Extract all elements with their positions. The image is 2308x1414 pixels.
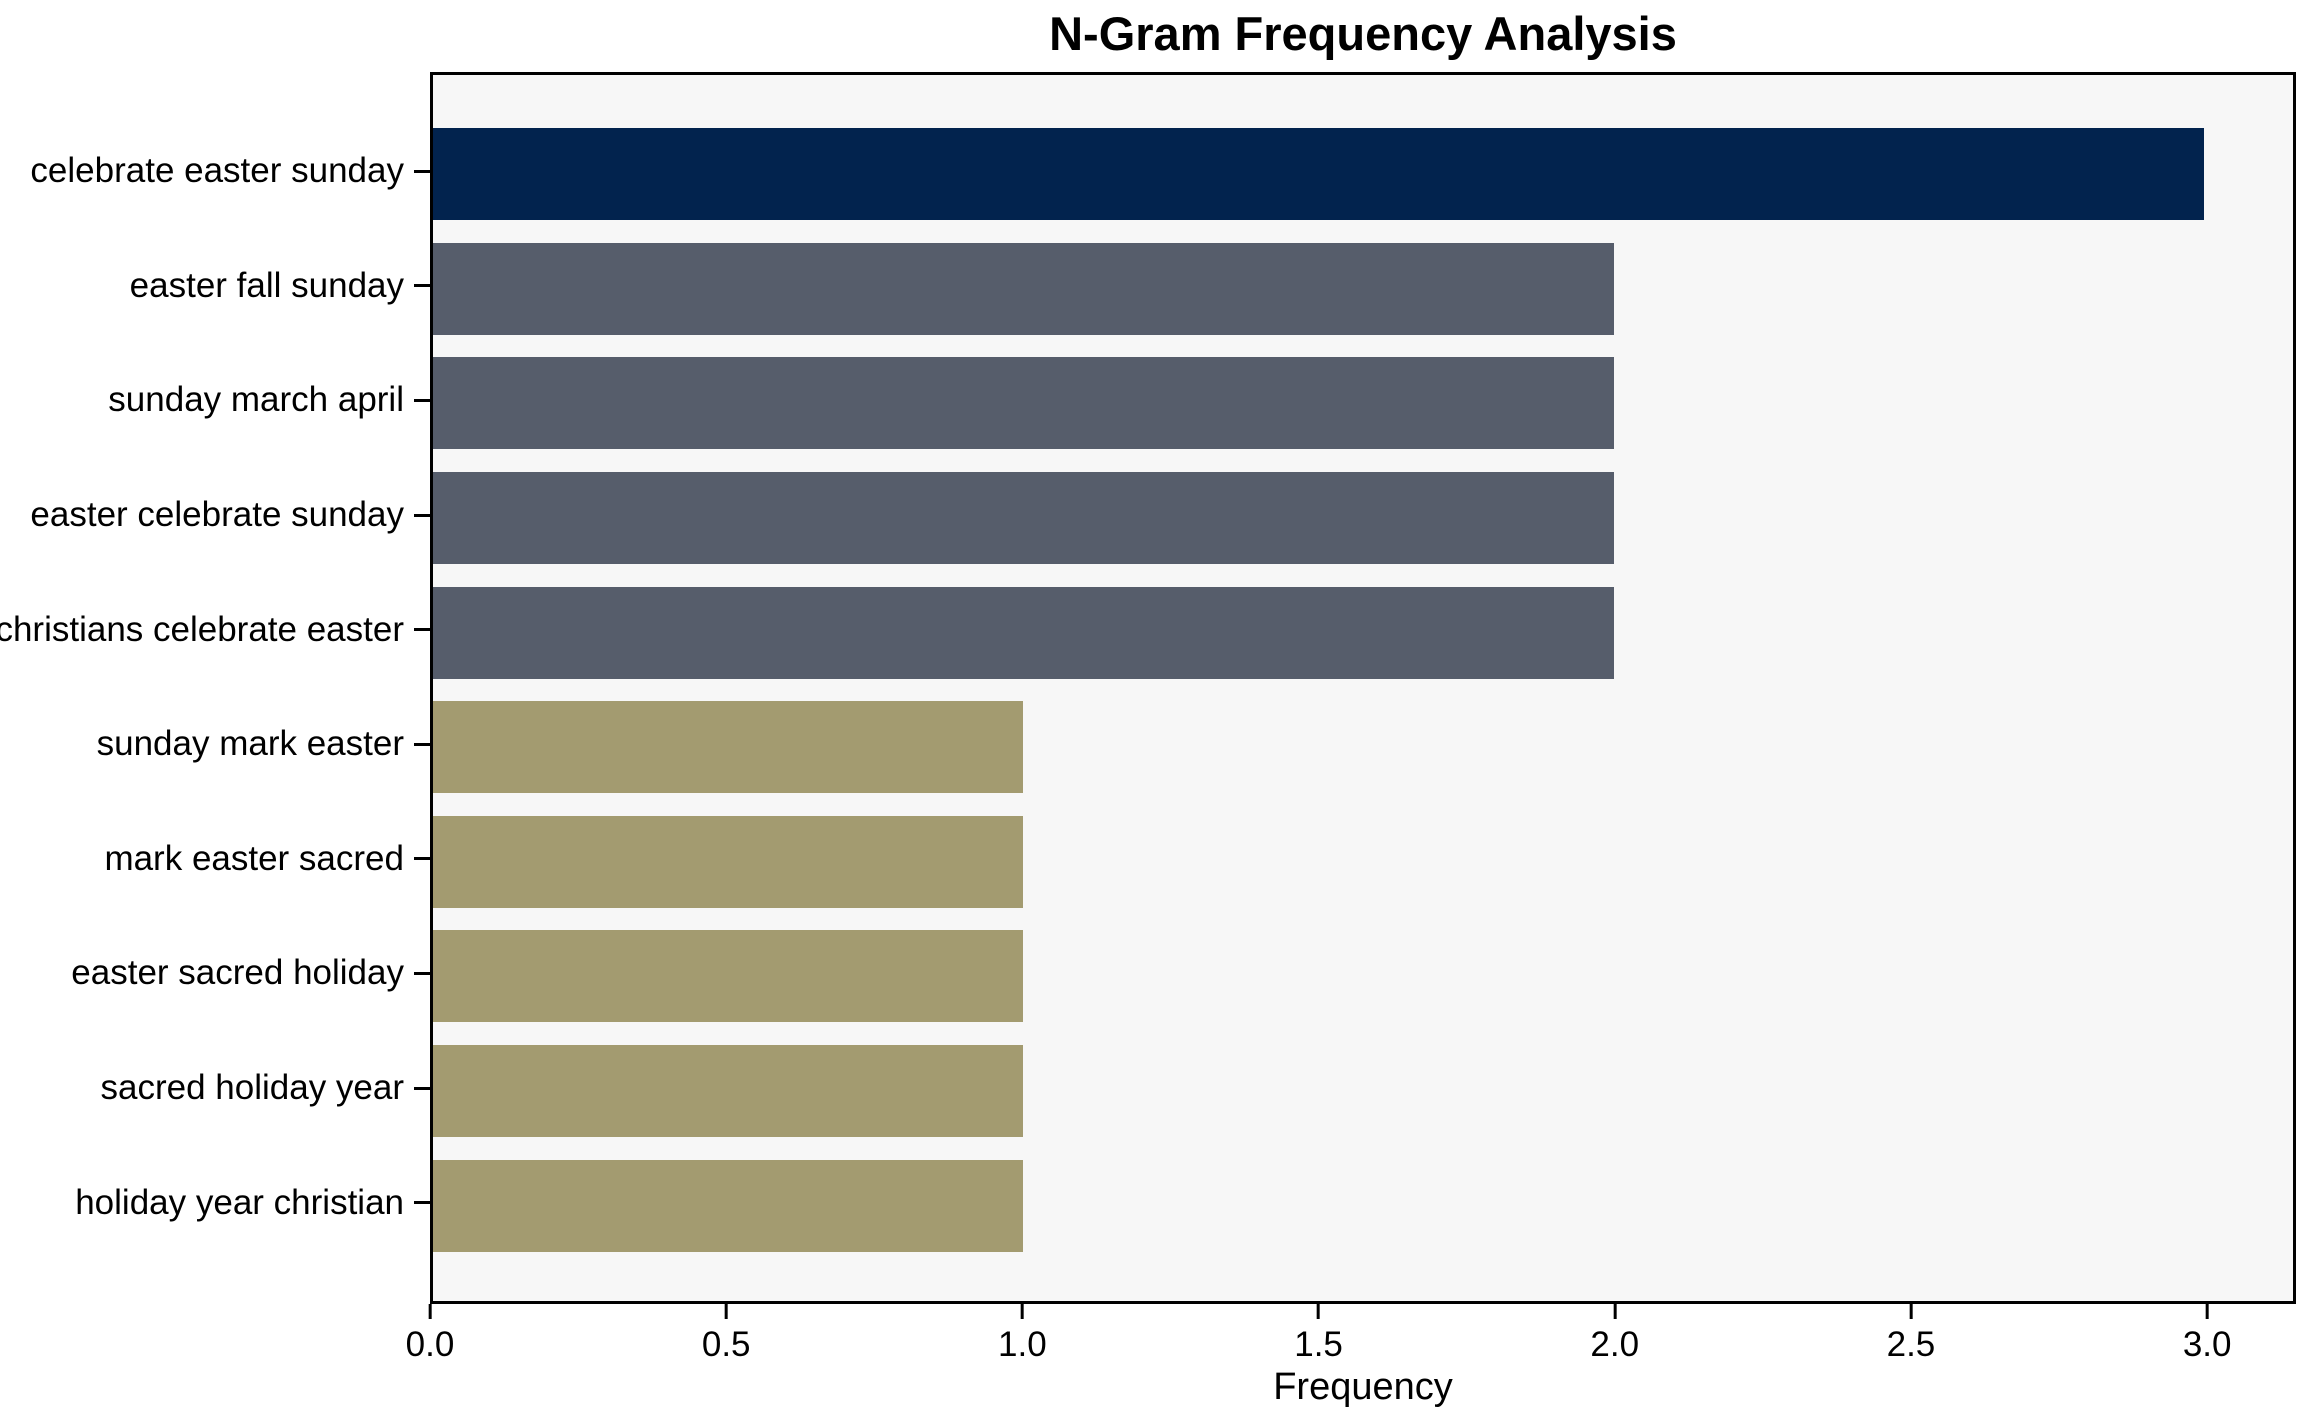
y-tick-label: easter celebrate sunday <box>30 495 404 535</box>
y-tick-mark <box>414 1201 430 1205</box>
y-tick-row <box>414 1031 430 1146</box>
y-tick-row <box>414 916 430 1031</box>
y-tick-row <box>414 1145 430 1260</box>
chart-row <box>433 690 2293 805</box>
x-tick: 1.5 <box>1294 1304 1343 1365</box>
y-tick-row <box>414 229 430 344</box>
x-tick: 0.5 <box>702 1304 751 1365</box>
y-tick-label: sunday march april <box>108 380 404 420</box>
bar <box>433 128 2205 221</box>
y-label-row: easter fall sunday <box>0 229 416 344</box>
plot-area <box>430 72 2296 1304</box>
y-label-row: easter sacred holiday <box>0 916 416 1031</box>
y-tick-mark <box>414 398 430 402</box>
y-tick-row <box>414 343 430 458</box>
y-label-row: holiday year christian <box>0 1145 416 1260</box>
y-tick-label: mark easter sacred <box>104 838 404 878</box>
y-tick-row <box>414 687 430 802</box>
y-tick-mark <box>414 857 430 861</box>
y-tick-label: celebrate easter sunday <box>30 151 404 191</box>
y-tick-label: christians celebrate easter <box>0 609 404 649</box>
chart-row <box>433 805 2293 920</box>
x-tick-label: 0.5 <box>701 1325 751 1364</box>
x-tick-mark <box>724 1304 728 1319</box>
x-tick: 1.0 <box>998 1304 1047 1365</box>
y-tick-label: easter sacred holiday <box>71 953 404 993</box>
bar <box>433 1045 1024 1138</box>
bar <box>433 586 1614 679</box>
x-tick-mark <box>1317 1304 1321 1319</box>
bar <box>433 930 1024 1023</box>
y-tick-mark <box>414 284 430 288</box>
bar <box>433 815 1024 908</box>
y-tick-mark <box>414 971 430 975</box>
x-tick-label: 0.0 <box>405 1325 455 1364</box>
x-tick-label: 1.5 <box>1294 1325 1343 1364</box>
x-tick: 2.5 <box>1886 1304 1936 1365</box>
y-tick-row <box>414 802 430 917</box>
bar <box>433 1159 1024 1252</box>
x-tick: 3.0 <box>2182 1304 2232 1365</box>
x-tick-mark <box>428 1304 432 1319</box>
x-axis: 0.0 0.5 1.0 1.5 2.0 2.5 3.0 <box>406 1304 2296 1374</box>
y-tick-label: sunday mark easter <box>96 724 404 764</box>
x-tick-mark <box>1909 1304 1913 1319</box>
x-tick-mark <box>1020 1304 1024 1319</box>
chart-row <box>433 461 2293 576</box>
y-tick-mark <box>414 1086 430 1090</box>
y-label-row: easter celebrate sunday <box>0 458 416 573</box>
x-tick: 0.0 <box>405 1304 455 1365</box>
y-label-row: celebrate easter sunday <box>0 114 416 229</box>
y-tick-mark <box>414 742 430 746</box>
y-label-row: sunday march april <box>0 343 416 458</box>
y-label-row: sacred holiday year <box>0 1031 416 1146</box>
bar <box>433 242 1614 335</box>
y-axis-labels: celebrate easter sunday easter fall sunda… <box>0 72 416 1304</box>
x-tick-label: 2.5 <box>1886 1325 1936 1364</box>
x-tick-label: 1.0 <box>998 1325 1047 1364</box>
chart-row <box>433 1034 2293 1149</box>
y-tick-row <box>414 458 430 573</box>
y-tick-row <box>414 114 430 229</box>
y-tick-mark <box>414 628 430 632</box>
chart-row <box>433 1148 2293 1263</box>
bar <box>433 357 1614 450</box>
x-tick-label: 3.0 <box>2182 1325 2232 1364</box>
chart-row <box>433 575 2293 690</box>
bar <box>433 701 1024 794</box>
chart-row <box>433 232 2293 347</box>
chart-row <box>433 346 2293 461</box>
y-tick-label: sacred holiday year <box>100 1068 405 1108</box>
chart-title: N-Gram Frequency Analysis <box>1049 7 1677 60</box>
chart-row <box>433 919 2293 1034</box>
y-tick-label: easter fall sunday <box>129 265 404 305</box>
y-tick-mark <box>414 169 430 173</box>
y-axis-ticks <box>414 72 430 1304</box>
y-label-row: sunday mark easter <box>0 687 416 802</box>
x-tick-label: 2.0 <box>1590 1325 1640 1364</box>
x-tick-mark <box>1613 1304 1617 1319</box>
y-tick-label: holiday year christian <box>75 1182 404 1222</box>
y-label-row: christians celebrate easter <box>0 572 416 687</box>
y-tick-mark <box>414 513 430 517</box>
y-tick-row <box>414 572 430 687</box>
x-tick-mark <box>2205 1304 2209 1319</box>
chart-row <box>433 117 2293 232</box>
x-tick: 2.0 <box>1590 1304 1639 1365</box>
bar <box>433 472 1614 565</box>
y-label-row: mark easter sacred <box>0 802 416 917</box>
x-axis-title: Frequency <box>1273 1366 1453 1408</box>
